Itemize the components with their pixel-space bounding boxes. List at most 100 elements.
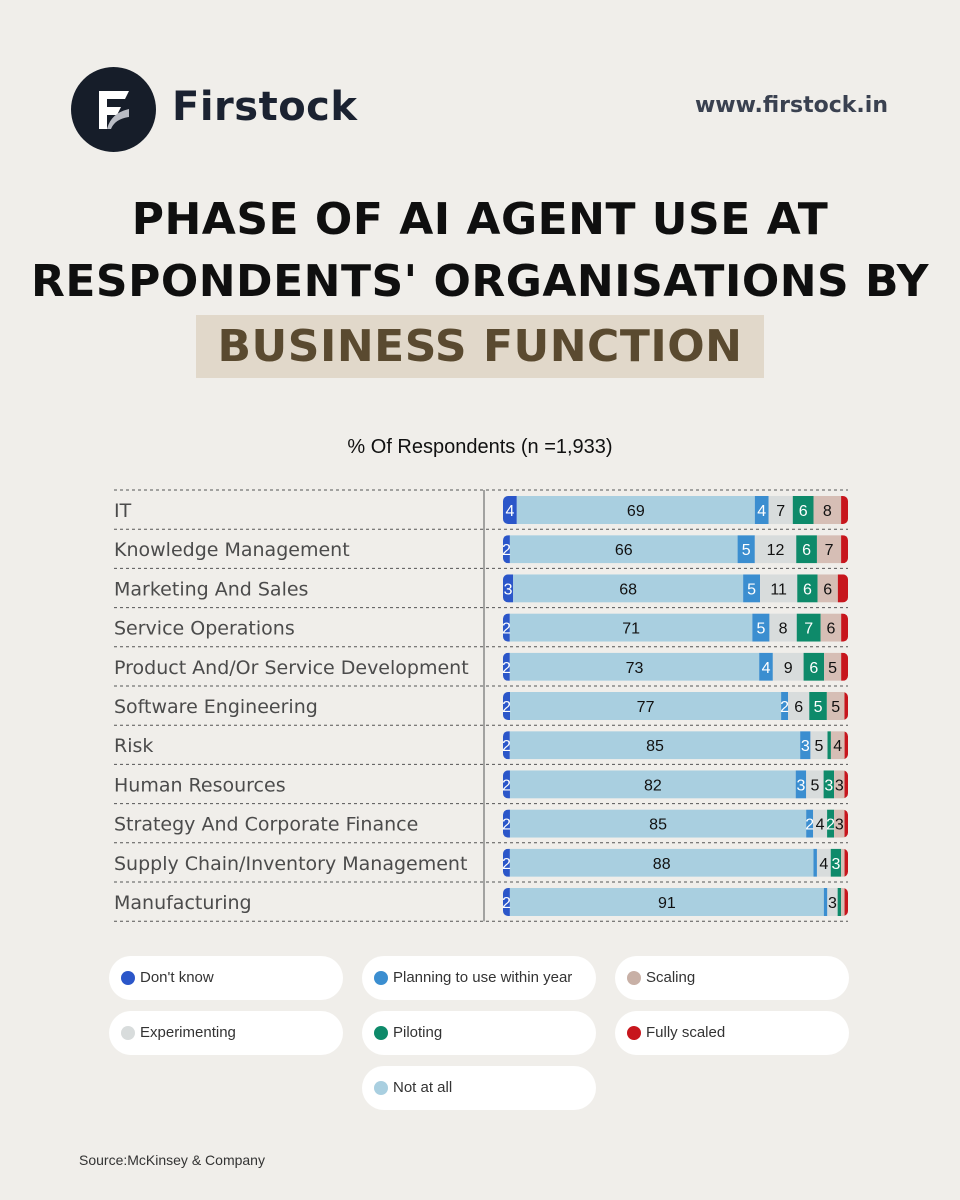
bar-segment xyxy=(503,848,510,877)
data-label: 82 xyxy=(644,777,662,794)
bar-segment xyxy=(509,770,796,799)
bar-segment xyxy=(816,848,831,877)
legend-label: Experimenting xyxy=(140,1024,236,1041)
legend-dot-icon xyxy=(627,1026,641,1040)
data-label: 2 xyxy=(502,895,511,912)
bar-segment xyxy=(809,692,827,720)
category-label: Marketing And Sales xyxy=(114,578,308,600)
data-label: 8 xyxy=(823,503,832,520)
bar-segment xyxy=(503,535,510,564)
data-label: 3 xyxy=(504,581,513,598)
title-highlight: BUSINESS FUNCTION xyxy=(195,315,765,378)
data-label: 2 xyxy=(502,738,511,755)
bar-segment xyxy=(509,652,760,681)
bar-segment xyxy=(509,888,824,916)
data-label: 4 xyxy=(833,738,842,755)
bar-row xyxy=(503,770,848,799)
data-label: 2 xyxy=(826,817,835,834)
bar-segment xyxy=(816,535,842,564)
chart-subtitle: % Of Respondents (n =1,933) xyxy=(347,436,613,458)
bar-segment xyxy=(509,535,738,564)
bar-segment xyxy=(844,848,848,877)
data-label: 6 xyxy=(794,699,803,716)
bar-row xyxy=(503,692,848,720)
bar-row xyxy=(503,574,848,603)
bar-segment xyxy=(826,692,845,720)
category-label: Software Engineering xyxy=(114,696,318,718)
data-label: 5 xyxy=(815,738,824,755)
data-label: 85 xyxy=(646,738,664,755)
data-label: 5 xyxy=(742,542,751,559)
bar-segment xyxy=(844,692,848,720)
bar-segment xyxy=(844,770,848,799)
page-title-line-2: RESPONDENTS' ORGANISATIONS BY xyxy=(30,256,930,307)
bar-row xyxy=(503,652,848,681)
data-label: 5 xyxy=(831,699,840,716)
data-label: 69 xyxy=(627,503,645,520)
bar-row xyxy=(503,888,848,916)
bar-segment xyxy=(827,731,831,760)
bar-segment xyxy=(503,692,511,720)
data-label: 7 xyxy=(825,542,834,559)
category-label: Supply Chain/Inventory Management xyxy=(114,853,467,875)
bar-segment xyxy=(503,731,510,760)
category-label: Service Operations xyxy=(114,618,295,640)
legend-label: Not at all xyxy=(393,1079,453,1096)
bar-segment xyxy=(803,652,825,681)
bar-segment xyxy=(797,574,818,603)
data-label: 8 xyxy=(779,621,788,638)
bar-segment xyxy=(752,613,770,642)
data-label: 6 xyxy=(823,581,832,598)
data-label: 6 xyxy=(799,503,808,520)
bar-segment xyxy=(827,888,838,916)
data-label: 5 xyxy=(756,621,765,638)
bar-segment xyxy=(503,888,510,916)
category-label: Strategy And Corporate Finance xyxy=(114,814,418,836)
data-label: 3 xyxy=(801,738,810,755)
legend-item: Fully scaled xyxy=(615,1011,849,1055)
data-label: 5 xyxy=(810,777,819,794)
data-label: 2 xyxy=(502,856,511,873)
bar-segment xyxy=(781,692,789,720)
legend-dot-icon xyxy=(121,1026,135,1040)
legend-item: Scaling xyxy=(615,956,849,1000)
bar-segment xyxy=(820,613,842,642)
bar-segment xyxy=(503,652,510,681)
bar-segment xyxy=(509,848,814,877)
legend-dot-icon xyxy=(374,1026,388,1040)
category-label: Knowledge Management xyxy=(114,539,350,561)
bar-segment xyxy=(837,574,848,603)
category-label: Manufacturing xyxy=(114,892,252,914)
data-label: 2 xyxy=(805,817,814,834)
data-label: 66 xyxy=(615,542,633,559)
data-label: 3 xyxy=(828,895,837,912)
bar-segment xyxy=(800,731,811,760)
legend-item: Not at all xyxy=(362,1066,596,1110)
bar-segment xyxy=(516,496,755,524)
data-label: 2 xyxy=(502,542,511,559)
legend-item: Don't know xyxy=(109,956,343,1000)
legend-label: Don't know xyxy=(140,969,214,986)
data-label: 3 xyxy=(797,777,806,794)
legend-label: Planning to use within year xyxy=(393,969,573,986)
bar-segment xyxy=(841,613,848,642)
website-link[interactable]: www.firstock.in xyxy=(694,93,888,118)
legend-item: Experimenting xyxy=(109,1011,343,1055)
bar-segment xyxy=(834,809,845,838)
bar-segment xyxy=(813,496,842,524)
data-label: 7 xyxy=(804,621,813,638)
bar-segment xyxy=(788,692,810,720)
legend-dot-icon xyxy=(121,971,135,985)
legend-label: Piloting xyxy=(393,1024,443,1041)
bar-segment xyxy=(503,496,517,524)
data-label: 3 xyxy=(835,817,844,834)
data-label: 2 xyxy=(502,699,511,716)
bar-segment xyxy=(841,496,848,524)
data-label: 5 xyxy=(814,699,823,716)
bar-segment xyxy=(813,809,828,838)
bar-segment xyxy=(813,848,817,877)
bar-row xyxy=(503,731,848,760)
data-label: 2 xyxy=(780,699,789,716)
bar-segment xyxy=(792,496,814,524)
bar-row xyxy=(503,535,848,564)
